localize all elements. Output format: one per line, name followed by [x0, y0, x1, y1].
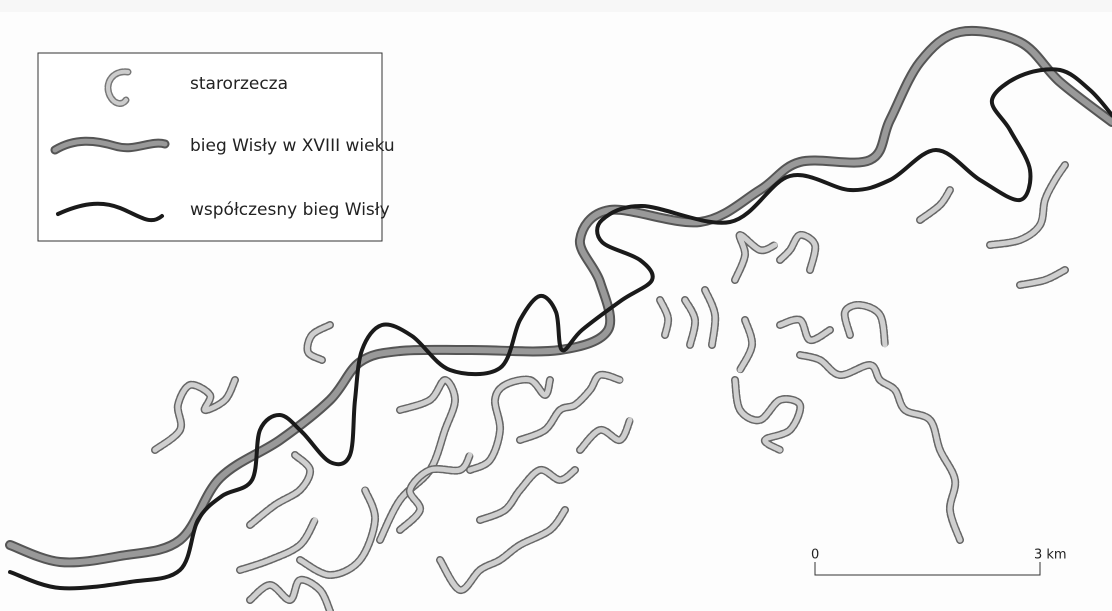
oxbow-fill	[702, 287, 718, 348]
oxbow-fill	[842, 302, 888, 348]
old-river-fill	[7, 27, 1112, 566]
legend-box	[37, 52, 383, 242]
oxbow-fill	[397, 452, 473, 533]
oxbow-fill	[247, 577, 333, 611]
rivers	[5, 25, 1112, 591]
oxbow-fill	[682, 297, 698, 348]
oxbow-fill	[657, 297, 671, 338]
legend-label: bieg Wisły w XVIII wieku	[190, 136, 395, 156]
scale-label: 3 km	[1034, 548, 1067, 563]
legend-old-river-fill	[52, 138, 168, 153]
legend-modern-river	[56, 201, 164, 223]
modern-river	[8, 67, 1112, 591]
oxbow-fill	[477, 467, 578, 523]
oxbow-fill	[732, 232, 778, 283]
oxbow-fill	[304, 322, 333, 363]
scale-label: 0	[811, 548, 819, 563]
oxbow-fill	[732, 377, 803, 453]
oxbow-fill	[1017, 267, 1068, 288]
oxbow-fill	[237, 517, 318, 573]
oxbow-fill	[777, 232, 818, 273]
oxbow-fill	[467, 377, 553, 473]
legend: starorzecza bieg Wisły w XVIII wieku wsp…	[37, 52, 395, 242]
oxbow-fill	[377, 377, 458, 543]
scale-bar: 0 3 km	[811, 548, 1067, 576]
oxbow-fill	[297, 487, 378, 578]
oxbow-fill	[797, 352, 963, 543]
oxbow-fill	[577, 417, 633, 453]
oxbow-fill	[152, 377, 238, 453]
oxbow-fill	[917, 187, 953, 223]
scale-line	[814, 562, 1041, 576]
oxbow-fill	[777, 316, 833, 343]
legend-label: współczesny bieg Wisły	[190, 200, 390, 220]
oxbow-lakes	[151, 161, 1069, 611]
oxbow-fill	[437, 507, 568, 593]
legend-label: starorzecza	[190, 74, 288, 94]
oxbow-fill	[737, 317, 755, 373]
oxbow-fill	[247, 452, 313, 528]
oxbow-fill	[517, 372, 623, 443]
legend-oxbow-fill	[106, 69, 130, 106]
oxbow-fill	[987, 162, 1068, 248]
